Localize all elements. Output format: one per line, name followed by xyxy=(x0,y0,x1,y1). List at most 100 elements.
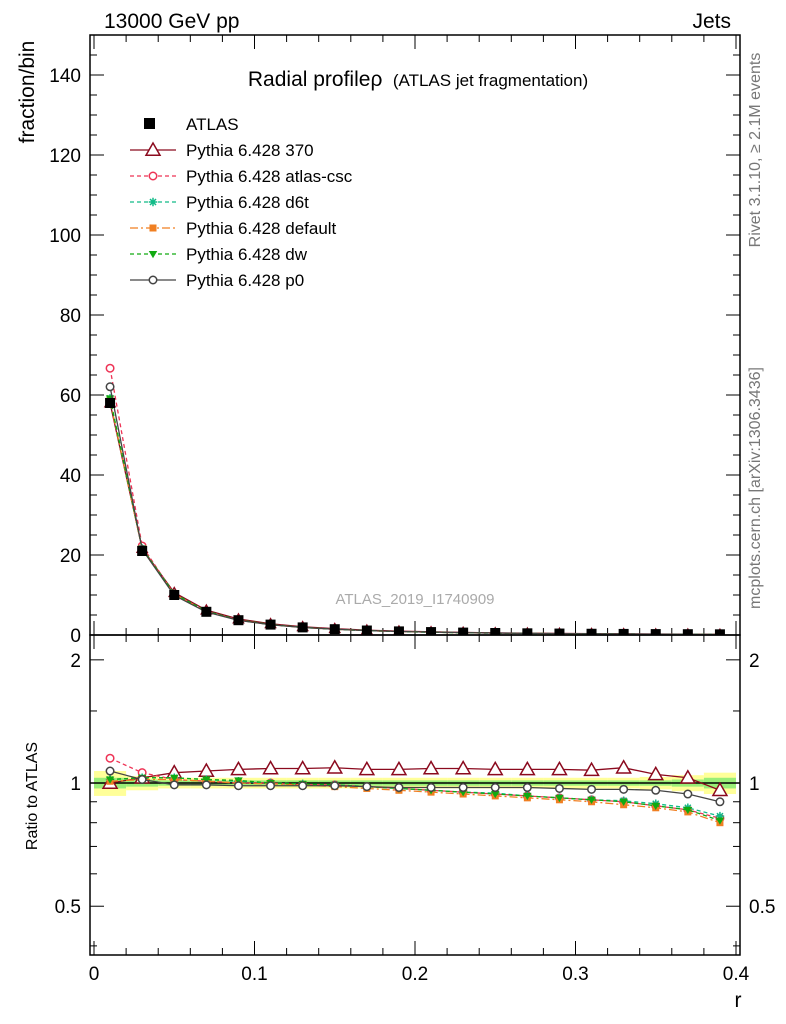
main-series-point-5 xyxy=(105,382,115,392)
legend-marker-atlas xyxy=(144,118,155,129)
ratio-series-point-0 xyxy=(583,761,600,777)
side-label-bottom: mcplots.cern.ch [arXiv:1306.3436] xyxy=(747,367,764,609)
ratio-series-point-4-shape xyxy=(619,798,628,807)
ratio-series-point-0 xyxy=(519,760,536,776)
ratio-series-point-0 xyxy=(294,760,311,775)
ratio-series-point-0-shape xyxy=(262,760,279,775)
atlas-data-point xyxy=(361,625,372,635)
legend-label-atlas: ATLAS xyxy=(186,115,239,134)
ratio-y-tick-label: 1 xyxy=(70,774,81,795)
ratio-y-tick-label-right: 0.5 xyxy=(749,897,775,918)
atlas-data-point xyxy=(490,628,501,635)
atlas-data-point xyxy=(233,615,244,626)
ratio-series-point-5 xyxy=(683,789,693,799)
ratio-series-point-4 xyxy=(105,776,115,784)
chart-title-sub: (ATLAS jet fragmentation) xyxy=(393,71,588,90)
atlas-data-point xyxy=(169,590,180,600)
ratio-series-point-5-shape xyxy=(169,780,179,790)
ratio-series-point-0 xyxy=(390,760,408,776)
ratio-series-point-5 xyxy=(201,780,211,790)
legend-label-0: Pythia 6.428 370 xyxy=(186,141,314,160)
ratio-series-point-5 xyxy=(522,783,532,793)
ratio-series-point-4 xyxy=(234,777,243,785)
legend-label-3: Pythia 6.428 default xyxy=(186,219,337,238)
ratio-series-point-5 xyxy=(715,797,725,807)
legend-marker-5 xyxy=(148,275,158,285)
ratio-series-point-0-shape xyxy=(358,760,376,776)
ratio-series-point-5 xyxy=(426,783,436,793)
ratio-series-line-5 xyxy=(109,770,721,803)
ratio-series-point-4 xyxy=(202,776,211,784)
header-right: Jets xyxy=(692,10,731,33)
ratio-series-point-5 xyxy=(330,781,340,791)
ratio-y-tick-label-right: 1 xyxy=(749,774,760,795)
chart-title-main: Radial profileρ xyxy=(248,68,383,91)
ratio-series-point-0-shape xyxy=(583,761,600,777)
ratio-series-point-0 xyxy=(647,765,665,781)
ratio-series-point-0 xyxy=(326,759,344,774)
legend-marker-2 xyxy=(148,197,158,207)
ratio-series-point-5 xyxy=(554,783,564,793)
ratio-series-point-4-shape xyxy=(555,794,564,803)
ratio-series-point-2-shape xyxy=(715,811,725,821)
atlas-data-point xyxy=(137,546,148,556)
x-tick-label: 0.1 xyxy=(241,964,267,985)
ratio-series-point-5 xyxy=(362,782,372,792)
ratio-series-point-0-shape xyxy=(454,760,472,775)
atlas-data-point xyxy=(297,622,308,633)
ratio-series-point-5 xyxy=(137,775,147,785)
main-y-tick-label: 120 xyxy=(49,146,81,167)
x-tick-label: 0.2 xyxy=(402,964,428,985)
ratio-series-point-5 xyxy=(105,766,115,776)
chart-title: Radial profileρ (ATLAS jet fragmentation… xyxy=(248,68,588,91)
legend-marker-3 xyxy=(149,224,157,232)
ratio-series-point-4 xyxy=(523,792,532,801)
ratio-plot-area: 0.5 0.5 1 1 2 2 xyxy=(55,634,775,956)
ratio-series-point-5 xyxy=(651,785,661,795)
analysis-watermark: ATLAS_2019_I1740909 xyxy=(335,591,494,608)
legend-marker-3-shape xyxy=(149,224,157,232)
atlas-data-point xyxy=(522,628,533,635)
ratio-series-point-0-shape xyxy=(422,760,440,775)
ratio-series-point-5-shape xyxy=(619,784,629,794)
ratio-series-point-4-shape xyxy=(683,806,693,815)
ratio-series-point-5 xyxy=(490,783,500,793)
ratio-series-line-3 xyxy=(110,778,721,824)
main-y-tick-label: 80 xyxy=(60,306,81,327)
ratio-series-point-5 xyxy=(394,783,404,793)
ratio-series-line-4 xyxy=(110,777,721,822)
atlas-data-point xyxy=(682,629,693,635)
ratio-series-point-4-shape xyxy=(651,802,660,811)
legend-marker-2-shape xyxy=(148,197,158,207)
ratio-series-point-4 xyxy=(170,774,179,783)
ratio-series-point-5-shape xyxy=(458,783,468,793)
ratio-series-point-4-shape xyxy=(202,776,211,784)
legend-marker-1-shape xyxy=(148,171,158,181)
ratio-series-point-5-shape xyxy=(683,789,693,799)
ratio-series-point-0-shape xyxy=(679,769,697,784)
ratio-series-point-0 xyxy=(711,781,729,797)
legend-label-2: Pythia 6.428 d6t xyxy=(186,193,309,212)
ratio-series-point-0 xyxy=(615,759,632,774)
legend-label-4: Pythia 6.428 dw xyxy=(186,245,308,264)
ratio-series-point-5-shape xyxy=(201,780,211,790)
ratio-series-point-4 xyxy=(619,798,628,807)
atlas-data-point xyxy=(554,628,565,635)
ratio-series-point-0-shape xyxy=(294,760,311,775)
main-series-point-1 xyxy=(105,363,115,373)
ratio-series-point-5-shape xyxy=(522,783,532,793)
ratio-plot-frame xyxy=(89,634,741,956)
atlas-data-point xyxy=(714,629,725,635)
atlas-data-point xyxy=(426,627,437,635)
header-left: 13000 GeV pp xyxy=(104,10,239,33)
ratio-series-point-5 xyxy=(619,784,629,794)
ratio-series-point-1 xyxy=(105,753,115,763)
ratio-series-point-5-shape xyxy=(105,766,115,776)
legend-label-5: Pythia 6.428 p0 xyxy=(186,271,304,290)
ratio-series-point-0 xyxy=(262,760,279,775)
ratio-series-point-0-shape xyxy=(519,760,536,776)
ratio-series-point-4 xyxy=(587,796,596,805)
ratio-series-point-4-shape xyxy=(715,817,725,825)
ratio-series-point-5-shape xyxy=(394,783,404,793)
main-series-point-5-shape xyxy=(105,382,115,392)
